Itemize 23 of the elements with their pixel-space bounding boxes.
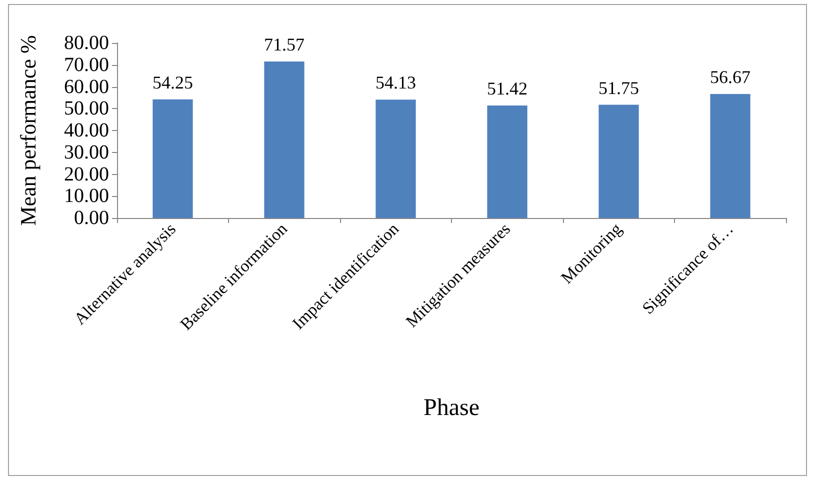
y-tick-label: 80.00	[64, 32, 109, 54]
data-label: 54.13	[376, 72, 416, 93]
bar	[152, 99, 193, 218]
bar	[487, 106, 528, 218]
y-tick-label: 30.00	[64, 141, 109, 164]
y-tick-label: 70.00	[64, 54, 109, 76]
bar	[598, 104, 639, 218]
data-label: 51.42	[487, 78, 528, 99]
y-tick-label: 40.00	[64, 120, 109, 142]
y-tick-label: 0.00	[74, 207, 109, 229]
bar	[376, 100, 416, 218]
data-label: 71.57	[264, 34, 304, 54]
y-tick-label: 10.00	[64, 185, 109, 208]
y-tick-label: 60.00	[64, 76, 109, 98]
y-tick-label: 20.00	[64, 163, 109, 186]
y-tick-label: 50.00	[64, 98, 109, 120]
data-label: 56.67	[710, 67, 750, 88]
data-label: 54.25	[152, 72, 193, 92]
data-label: 51.75	[598, 78, 639, 98]
x-axis-title: Phase	[424, 395, 480, 421]
bar	[710, 94, 750, 218]
bar	[264, 61, 304, 218]
y-axis-title: Mean performance %	[16, 35, 40, 226]
